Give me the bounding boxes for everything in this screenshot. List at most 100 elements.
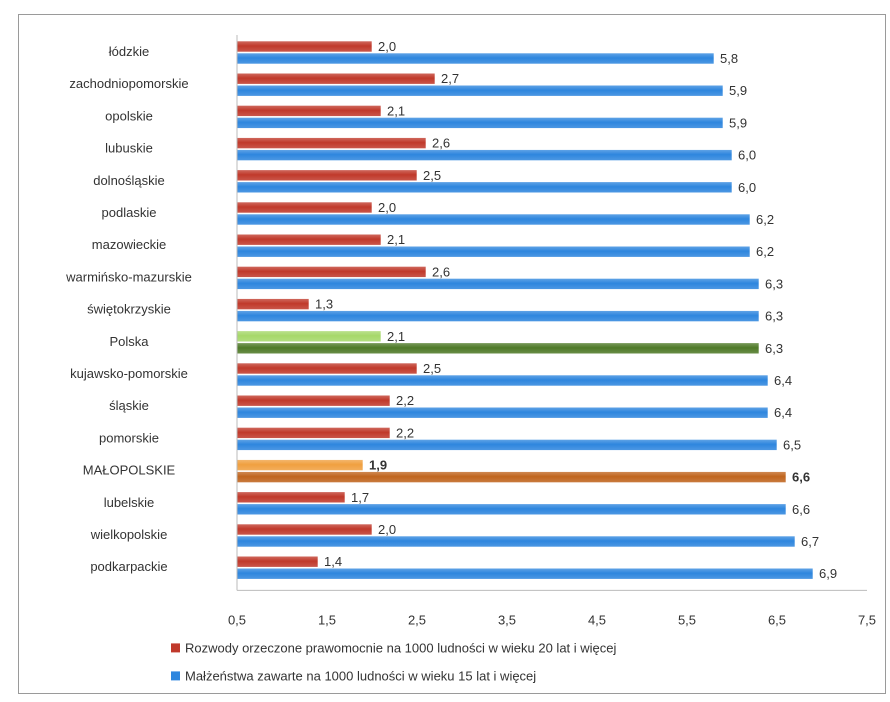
marriage-bar — [236, 406, 769, 419]
divorce-value-label: 2,1 — [387, 232, 405, 247]
marriage-value-label: 6,7 — [801, 534, 819, 549]
marriage-value-label: 6,5 — [783, 437, 801, 452]
category-label: zachodniopomorskie — [69, 76, 188, 91]
marriage-bar — [236, 567, 814, 580]
divorce-value-label: 2,0 — [378, 200, 396, 215]
divorce-value-label: 2,2 — [396, 425, 414, 440]
marriage-bar — [236, 149, 733, 161]
category-label: podlaskie — [102, 205, 157, 220]
category-label: pomorskie — [99, 430, 159, 445]
divorce-bar — [236, 105, 382, 117]
divorce-bar — [236, 427, 391, 439]
x-tick-label: 5,5 — [678, 612, 696, 627]
marriage-bar — [236, 117, 724, 129]
divorce-value-label: 1,9 — [369, 458, 387, 473]
marriage-bar — [236, 52, 715, 65]
divorce-bar — [236, 169, 418, 182]
divorce-bar — [236, 459, 364, 471]
marriage-bar — [236, 342, 760, 355]
divorce-bar — [236, 233, 382, 246]
marriage-value-label: 6,4 — [774, 373, 792, 388]
marriage-bar — [236, 535, 796, 548]
x-tick-label: 3,5 — [498, 612, 516, 627]
divorce-value-label: 2,0 — [378, 522, 396, 537]
bar-chart: łódzkie zachodniopomorskie opolskie lubuski… — [65, 35, 876, 683]
category-label: lubelskie — [104, 495, 155, 510]
divorce-value-label: 1,7 — [351, 490, 369, 505]
divorce-value-label: 2,6 — [432, 264, 450, 279]
category-label: Polska — [109, 334, 149, 349]
category-label: wielkopolskie — [90, 527, 168, 542]
category-label: łódzkie — [109, 44, 149, 59]
marriage-value-label: 5,9 — [729, 83, 747, 98]
divorce-value-label: 2,0 — [378, 39, 396, 54]
marriage-value-label: 6,2 — [756, 244, 774, 259]
marriage-bar — [236, 374, 769, 387]
legend-swatch-divorces — [171, 643, 180, 653]
category-labels: łódzkie zachodniopomorskie opolskie lubuski… — [65, 44, 192, 574]
divorce-bar — [236, 40, 373, 53]
legend-label-divorces: Rozwody orzeczone prawomocnie na 1000 lu… — [185, 640, 617, 655]
marriage-bar — [236, 471, 787, 483]
divorce-bar — [236, 394, 391, 407]
marriage-bar — [236, 278, 760, 290]
category-label: dolnośląskie — [93, 173, 165, 188]
marriage-value-label: 6,6 — [792, 502, 810, 517]
category-label: podkarpackie — [90, 559, 167, 574]
bars — [236, 40, 814, 580]
divorce-value-label: 2,7 — [441, 71, 459, 86]
divorce-bar — [236, 266, 427, 278]
marriage-value-label: 6,2 — [756, 212, 774, 227]
divorce-bar — [236, 523, 373, 536]
divorce-bar — [236, 555, 319, 568]
category-label: kujawsko-pomorskie — [70, 366, 188, 381]
marriage-value-label: 5,9 — [729, 115, 747, 130]
divorce-value-label: 2,5 — [423, 168, 441, 183]
chart-frame: łódzkie zachodniopomorskie opolskie lubuski… — [18, 14, 886, 694]
divorce-value-label: 2,2 — [396, 393, 414, 408]
marriage-bar — [236, 181, 733, 194]
legend: Rozwody orzeczone prawomocnie na 1000 lu… — [171, 640, 617, 683]
category-label: mazowieckie — [92, 237, 166, 252]
divorce-bar — [236, 491, 346, 504]
marriage-value-label: 5,8 — [720, 51, 738, 66]
divorce-value-label: 1,3 — [315, 297, 333, 312]
category-label: MAŁOPOLSKIE — [83, 463, 176, 478]
legend-label-marriages: Małżeństwa zawarte na 1000 ludności w wi… — [185, 668, 536, 683]
marriage-bar — [236, 84, 724, 97]
marriage-value-label: 6,3 — [765, 341, 783, 356]
category-label: lubuskie — [105, 141, 153, 156]
divorce-bar — [236, 330, 382, 343]
category-label: opolskie — [105, 108, 153, 123]
legend-swatch-marriages — [171, 671, 180, 681]
marriage-value-label: 6,9 — [819, 566, 837, 581]
x-tick-label: 6,5 — [768, 612, 786, 627]
divorce-bar — [236, 362, 418, 375]
marriage-value-label: 6,6 — [792, 470, 810, 485]
divorce-value-label: 1,4 — [324, 554, 342, 569]
marriage-bar — [236, 310, 760, 322]
x-tick-label: 0,5 — [228, 612, 246, 627]
category-label: świętokrzyskie — [87, 302, 171, 317]
marriage-bar — [236, 245, 751, 258]
marriage-bar — [236, 439, 778, 451]
divorce-value-label: 2,1 — [387, 329, 405, 344]
marriage-value-label: 6,0 — [738, 180, 756, 195]
divorce-value-label: 2,1 — [387, 103, 405, 118]
category-label: śląskie — [109, 398, 149, 413]
marriage-bar — [236, 503, 787, 516]
divorce-bar — [236, 298, 310, 310]
marriage-value-label: 6,3 — [765, 276, 783, 291]
divorce-bar — [236, 201, 373, 214]
x-axis: 0,5 1,5 2,5 3,5 4,5 5,5 6,5 7,5 — [228, 35, 876, 627]
x-tick-label: 2,5 — [408, 612, 426, 627]
x-tick-label: 7,5 — [858, 612, 876, 627]
marriage-bar — [236, 213, 751, 226]
marriage-value-label: 6,4 — [774, 405, 792, 420]
value-labels: 2,0 5,8 2,7 5,9 2,1 5,9 2,6 6,0 2,5 6,0 2,0 6,2 2,1 6… — [315, 39, 837, 581]
category-label: warmińsko-mazurskie — [65, 269, 192, 284]
divorce-bar — [236, 72, 436, 85]
divorce-value-label: 2,5 — [423, 361, 441, 376]
marriage-value-label: 6,3 — [765, 309, 783, 324]
x-tick-label: 1,5 — [318, 612, 336, 627]
